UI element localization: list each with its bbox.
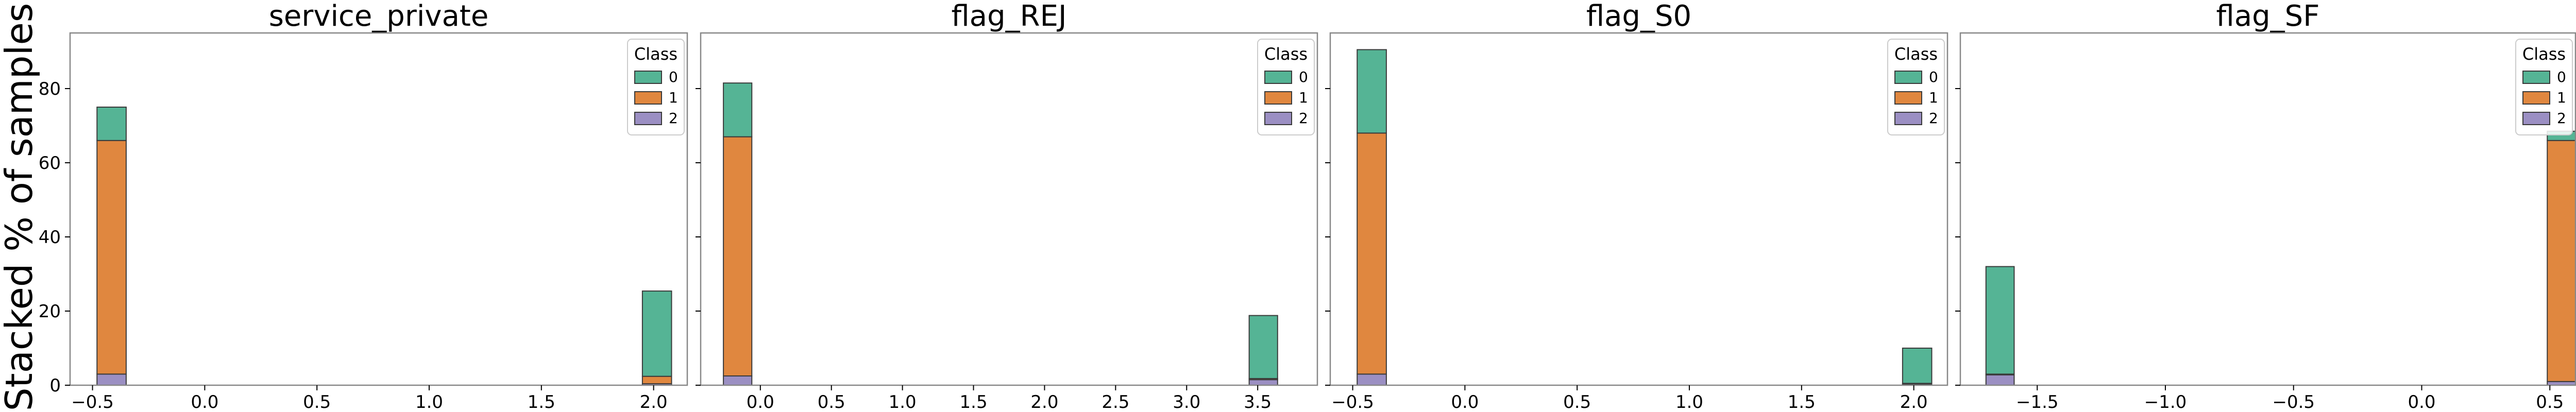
legend-swatch-class-0 (634, 71, 662, 84)
legend: Class 0 1 2 (2515, 39, 2573, 135)
bar-class-0 (1248, 315, 1278, 380)
y-tick-label: 80 (39, 79, 61, 99)
legend-label: 2 (1929, 110, 1938, 127)
x-tick-label: 1.5 (1788, 392, 1816, 412)
x-tick-label: 0.0 (1451, 392, 1479, 412)
x-tick-label: 1.0 (889, 392, 917, 412)
axes-frame (700, 32, 1318, 386)
legend-swatch-class-2 (634, 112, 662, 125)
panel-title: service_private (269, 0, 489, 33)
panel-1: flag_REJ 0.0 0.5 1.0 1.5 2.0 2.5 3.0 3.5 Class 0 1 2 (696, 0, 1318, 412)
legend-box (627, 39, 685, 135)
x-tick-label: 2.0 (1030, 392, 1058, 412)
legend-label: 0 (1929, 68, 1938, 85)
legend-swatch-class-2 (1894, 112, 1922, 125)
legend-swatch-class-2 (1264, 112, 1292, 125)
bar-class-2 (723, 375, 753, 386)
legend-box (1887, 39, 1945, 135)
x-tick-label: 0.0 (2408, 392, 2435, 412)
y-axis-label: Stacked % of samples (0, 3, 41, 411)
x-tick-label: 1.5 (960, 392, 988, 412)
legend-box (1257, 39, 1315, 135)
x-tick-label: 2.5 (1101, 392, 1129, 412)
y-tick-label: 60 (39, 153, 61, 174)
legend-title: Class (2522, 44, 2566, 64)
axes-frame (1329, 32, 1948, 386)
legend-label: 2 (2557, 110, 2566, 127)
x-tick-label: 0.5 (818, 392, 845, 412)
legend-title: Class (1264, 44, 1308, 64)
legend-swatch-class-0 (1264, 71, 1292, 84)
x-tick-label: −1.0 (2144, 392, 2187, 412)
legend-label: 0 (669, 68, 678, 85)
legend: Class 0 1 2 (1257, 39, 1315, 135)
legend-title: Class (1894, 44, 1938, 64)
legend: Class 0 1 2 (1887, 39, 1945, 135)
x-tick-label: −0.5 (2272, 392, 2315, 412)
x-tick-label: 0.5 (303, 392, 331, 412)
bar-class-2 (96, 373, 127, 386)
bar-class-1 (2547, 140, 2576, 382)
panel-3: flag_SF −1.5 −1.0 −0.5 0.0 0.5 Class 0 1 2 (1955, 0, 2576, 412)
bar-class-1 (641, 375, 672, 385)
bar-class-2 (1357, 373, 1387, 386)
legend-label: 1 (1299, 89, 1308, 106)
legend-swatch-class-0 (1894, 71, 1922, 84)
legend-label: 2 (1299, 110, 1308, 127)
x-tick-label: 1.5 (528, 392, 555, 412)
bar-class-2 (1248, 379, 1278, 386)
legend-label: 0 (2557, 68, 2566, 85)
x-tick-label: 0.5 (2536, 392, 2564, 412)
legend-label: 1 (2557, 89, 2566, 106)
x-tick-label: 0.5 (1563, 392, 1591, 412)
x-tick-label: 1.0 (415, 392, 443, 412)
x-tick-label: −1.5 (2016, 392, 2059, 412)
x-tick-label: 3.5 (1244, 392, 1272, 412)
panel-2: flag_S0 −0.5 0.0 0.5 1.0 1.5 2.0 Class 0 1 2 (1325, 0, 1948, 412)
x-tick-label: 3.0 (1173, 392, 1200, 412)
bar-class-0 (1985, 266, 2015, 375)
x-tick-label: 0.0 (747, 392, 774, 412)
bar-class-0 (1357, 49, 1387, 134)
panel-title: flag_S0 (1586, 0, 1691, 33)
panels: service_private−0.5 0.0 0.5 1.0 1.5 2.0020406… (39, 0, 2576, 412)
panel-title: flag_SF (2216, 0, 2320, 33)
x-tick-label: 1.0 (1675, 392, 1703, 412)
bar-class-0 (96, 107, 127, 141)
bar-class-1 (1357, 132, 1387, 375)
x-tick-label: 2.0 (640, 392, 668, 412)
legend: Class 0 1 2 (627, 39, 685, 135)
legend-label: 1 (669, 89, 678, 106)
legend-swatch-class-1 (1894, 91, 1922, 105)
x-tick-label: 2.0 (1900, 392, 1928, 412)
legend-swatch-class-1 (634, 91, 662, 105)
legend-swatch-class-1 (1264, 91, 1292, 105)
legend-swatch-class-2 (2522, 112, 2550, 125)
panel-0: service_private−0.5 0.0 0.5 1.0 1.5 2.0020406… (39, 0, 688, 412)
x-tick-label: 0.0 (191, 392, 218, 412)
legend-swatch-class-1 (2522, 91, 2550, 105)
legend-label: 2 (669, 110, 678, 127)
x-tick-label: −0.5 (71, 392, 114, 412)
legend-title: Class (634, 44, 677, 64)
y-tick-label: 0 (49, 375, 61, 396)
panel-title: flag_REJ (952, 0, 1067, 33)
bar-class-2 (1985, 374, 2015, 386)
y-tick-label: 40 (39, 227, 61, 248)
bar-class-0 (641, 290, 672, 377)
axes-frame (69, 32, 688, 386)
x-tick-label: −0.5 (1331, 392, 1374, 412)
legend-box (2515, 39, 2573, 135)
bar-class-1 (96, 140, 127, 375)
y-tick-label: 20 (39, 301, 61, 322)
legend-label: 1 (1929, 89, 1938, 106)
axes-frame (1959, 32, 2576, 386)
legend-swatch-class-0 (2522, 71, 2550, 84)
bar-class-1 (723, 136, 753, 376)
bar-class-0 (1902, 348, 1933, 384)
bar-class-0 (723, 82, 753, 138)
legend-label: 0 (1299, 68, 1308, 85)
